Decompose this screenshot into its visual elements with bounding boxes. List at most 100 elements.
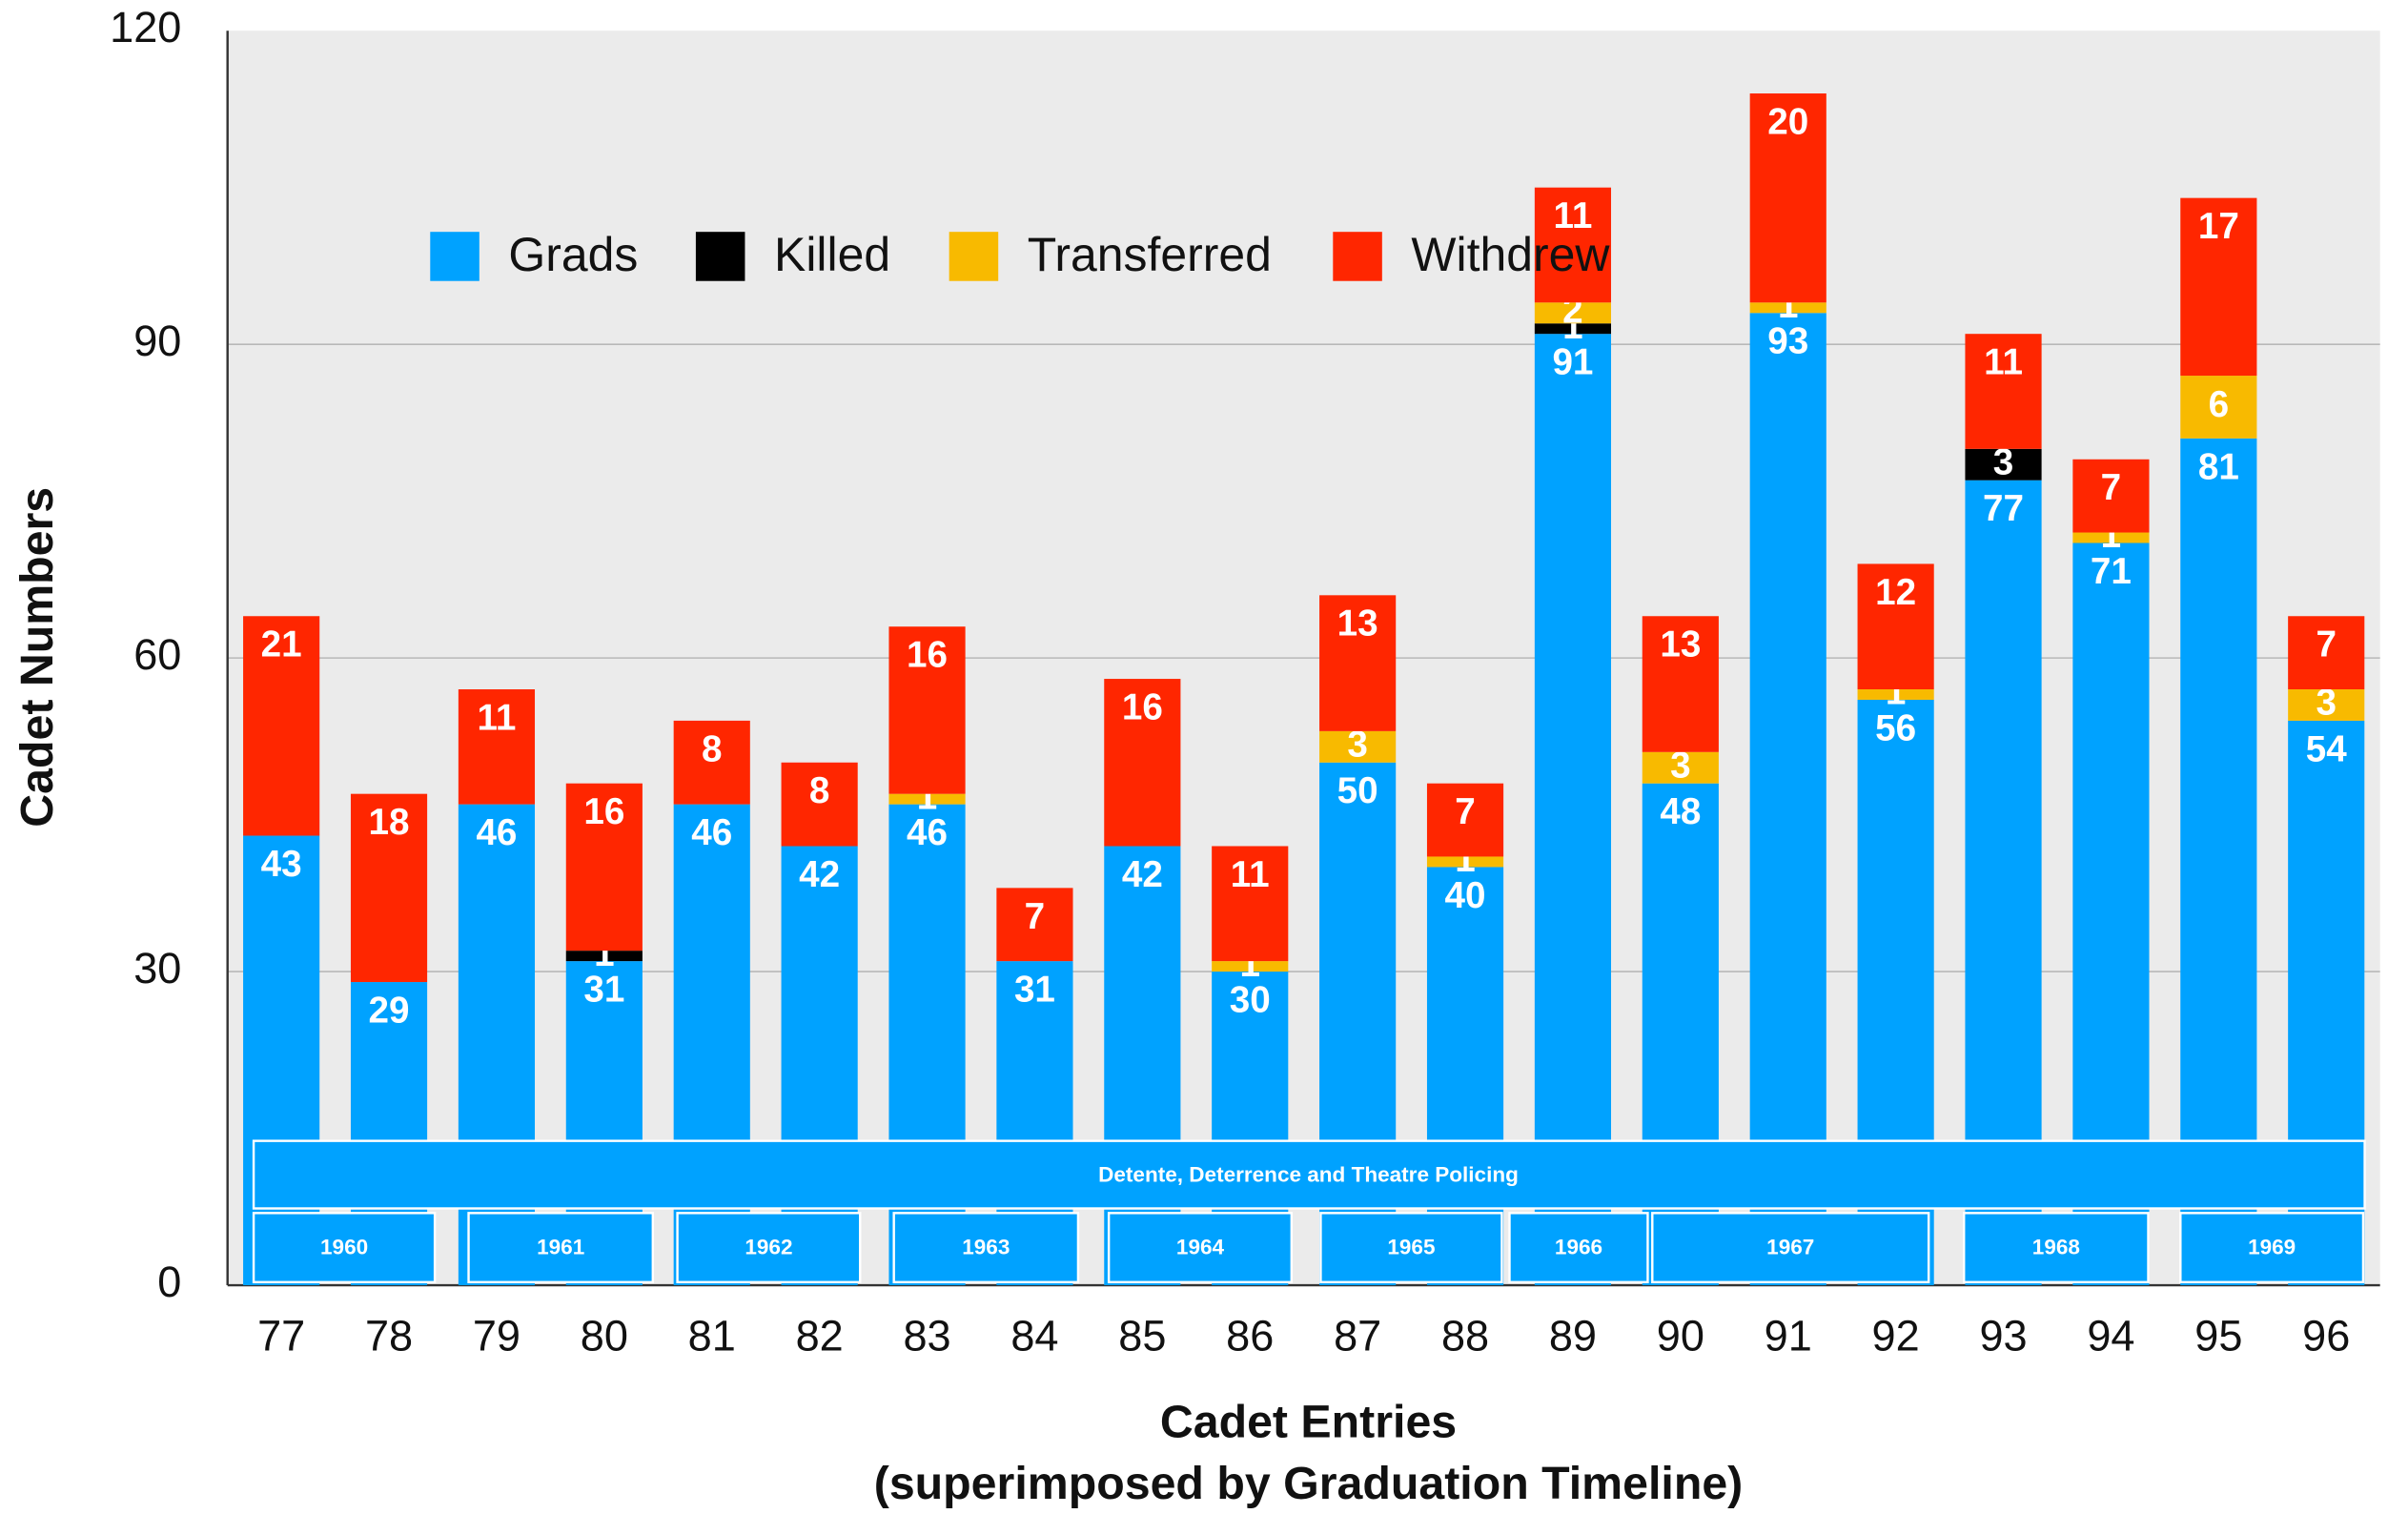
x-tick-label: 94 xyxy=(2087,1311,2134,1360)
x-tick-label: 83 xyxy=(903,1311,950,1360)
bar-segment xyxy=(1749,302,1826,314)
bar-segment xyxy=(888,793,966,805)
data-label: 16 xyxy=(907,635,948,676)
data-label: 3 xyxy=(1347,725,1368,766)
bar-segment xyxy=(1319,595,1397,731)
bar-segment xyxy=(781,762,858,847)
bar-segment xyxy=(1534,187,1612,303)
data-label: 43 xyxy=(261,844,302,885)
data-label: 13 xyxy=(1337,604,1378,644)
bar-segment xyxy=(1104,679,1181,847)
bar-segment xyxy=(1534,334,1612,1286)
x-tick-label: 91 xyxy=(1765,1311,1812,1360)
x-tick-label: 87 xyxy=(1334,1311,1381,1360)
year-label: 1962 xyxy=(745,1235,792,1258)
bar-segment xyxy=(1426,856,1504,868)
data-label: 50 xyxy=(1337,770,1378,811)
year-label: 1963 xyxy=(962,1235,1010,1258)
year-label: 1965 xyxy=(1387,1235,1435,1258)
legend-swatch xyxy=(949,232,999,281)
data-label: 31 xyxy=(1014,970,1055,1011)
data-label: 81 xyxy=(2198,446,2239,487)
data-label: 46 xyxy=(907,812,948,853)
bar-segment xyxy=(458,689,536,805)
x-tick-label: 81 xyxy=(688,1311,736,1360)
data-label: 46 xyxy=(691,812,732,853)
data-label: 6 xyxy=(2209,384,2230,425)
year-box xyxy=(1963,1212,2150,1284)
era-label: Detente, Deterrence and Theatre Policing xyxy=(1098,1163,1519,1187)
year-box xyxy=(1508,1212,1649,1284)
legend-swatch xyxy=(430,232,480,281)
data-label: 17 xyxy=(2198,206,2239,247)
bar-segment xyxy=(888,626,966,794)
bar-segment xyxy=(1534,323,1612,335)
year-box xyxy=(676,1212,862,1284)
data-label: 8 xyxy=(809,770,830,811)
x-tick-label: 96 xyxy=(2302,1311,2350,1360)
y-tick-label: 120 xyxy=(110,3,181,51)
bar-segment xyxy=(996,888,1073,962)
y-tick-label: 0 xyxy=(157,1258,181,1306)
legend-label: Transferred xyxy=(1028,228,1272,281)
data-label: 42 xyxy=(799,854,840,895)
x-tick-label: 90 xyxy=(1657,1311,1704,1360)
data-label: 18 xyxy=(369,802,410,843)
data-label: 91 xyxy=(1552,342,1593,383)
x-tick-label: 79 xyxy=(473,1311,520,1360)
data-label: 11 xyxy=(1984,342,2023,383)
bar-segment xyxy=(2072,459,2150,533)
bar-segment xyxy=(1965,334,2042,449)
year-box xyxy=(467,1212,655,1284)
bar-segment xyxy=(1212,961,1289,972)
bar-segment xyxy=(1642,783,1719,1286)
era-box xyxy=(252,1139,2366,1210)
bar-segment xyxy=(565,783,643,951)
bar-segment xyxy=(243,835,320,1286)
x-tick-label: 80 xyxy=(581,1311,628,1360)
data-label: 7 xyxy=(1025,896,1046,937)
bar-segment xyxy=(1319,730,1397,763)
data-label: 3 xyxy=(1670,745,1691,786)
bar-segment xyxy=(1749,93,1826,303)
bar-segment xyxy=(673,720,750,805)
x-tick-label: 95 xyxy=(2194,1311,2242,1360)
bar-segment xyxy=(2180,376,2257,439)
bar-segment xyxy=(1857,563,1934,690)
x-tick-label: 88 xyxy=(1441,1311,1489,1360)
bar-segment xyxy=(1426,783,1504,857)
data-label: 7 xyxy=(2316,624,2337,665)
x-tick-label: 84 xyxy=(1010,1311,1058,1360)
bar-segment xyxy=(1642,751,1719,784)
bar-segment xyxy=(1642,616,1719,752)
data-label: 3 xyxy=(2316,683,2337,724)
bar-segment xyxy=(350,793,428,983)
x-tick-label: 82 xyxy=(796,1311,844,1360)
x-tick-label: 92 xyxy=(1872,1311,1920,1360)
data-label: 7 xyxy=(2101,467,2122,508)
data-label: 29 xyxy=(369,990,410,1031)
year-box xyxy=(2179,1212,2365,1284)
bar-segment xyxy=(2288,689,2365,721)
year-label: 1961 xyxy=(537,1235,584,1258)
x-axis-title: (superimposed by Graduation Timeline) xyxy=(874,1458,1744,1509)
data-label: 12 xyxy=(1875,572,1916,613)
y-tick-label: 90 xyxy=(133,317,181,365)
data-label: 31 xyxy=(583,970,624,1011)
data-label: 3 xyxy=(1993,441,2014,482)
legend-label: Killed xyxy=(774,228,890,281)
data-label: 42 xyxy=(1122,854,1163,895)
data-label: 54 xyxy=(2306,728,2347,769)
year-box xyxy=(1651,1212,1930,1284)
data-label: 77 xyxy=(1983,488,2024,529)
y-tick-label: 30 xyxy=(133,944,181,992)
data-label: 30 xyxy=(1230,979,1271,1020)
legend-label: Withdrew xyxy=(1411,228,1610,281)
x-axis-title: Cadet Entries xyxy=(1160,1396,1457,1447)
bar-segment xyxy=(2072,532,2150,543)
bar-segment xyxy=(1965,448,2042,481)
x-tick-label: 93 xyxy=(1979,1311,2027,1360)
data-label: 46 xyxy=(476,812,517,853)
year-label: 1966 xyxy=(1555,1235,1602,1258)
bar-segment xyxy=(2288,616,2365,690)
